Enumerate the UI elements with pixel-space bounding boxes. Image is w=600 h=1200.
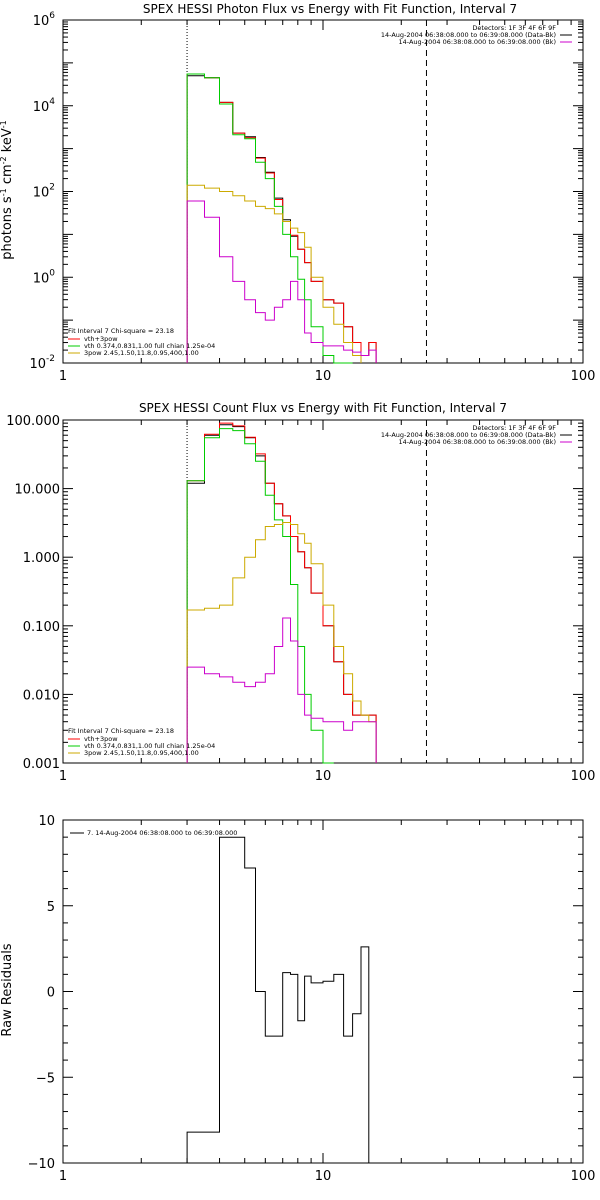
x-tick-label: 100 <box>571 769 596 784</box>
y-tick-label: 100 <box>33 268 56 286</box>
panel3-legend-text: 7. 14-Aug-2004 06:38:08.000 to 06:39:08.… <box>87 829 237 837</box>
x-tick-label: 10 <box>315 769 332 784</box>
y-tick-label: −5 <box>36 1071 55 1086</box>
panel2-legend-left: Fit Interval 7 Chi-square = 23.18 vth+3p… <box>68 727 215 757</box>
x-tick-label: 1 <box>59 769 67 784</box>
x-tick-label: 100 <box>571 369 596 384</box>
x-tick-label: 10 <box>315 369 332 384</box>
panel3-legend: 7. 14-Aug-2004 06:38:08.000 to 06:39:08.… <box>70 829 237 837</box>
series-step-line-0 <box>186 424 377 763</box>
panel2-fit-item-1: vth 0.374,0.831,1.00 full chian 1.25e-04 <box>84 742 215 750</box>
panel3-ylabel: Raw Residuals <box>0 943 15 1036</box>
y-tick-label: 10-2 <box>29 354 55 372</box>
y-tick-label: 10 <box>38 814 55 829</box>
panel1-legend-data: 14-Aug-2004 06:38:08.000 to 06:39:08.000… <box>381 31 556 39</box>
x-tick-label: 10 <box>315 1169 332 1184</box>
y-tick-label: 5 <box>47 900 55 915</box>
count-flux-panel: SPEX HESSI Count Flux vs Energy with Fit… <box>6 401 595 784</box>
y-tick-label: 0.001 <box>23 757 60 772</box>
y-tick-label: 102 <box>33 183 55 201</box>
panel1-title: SPEX HESSI Photon Flux vs Energy with Fi… <box>143 2 517 16</box>
y-tick-label: 0 <box>47 986 55 1001</box>
series-step-line-2 <box>186 428 334 764</box>
panel1-legend-left: Fit Interval 7 Chi-square = 23.18 vth+3p… <box>68 327 215 357</box>
y-tick-label: 10.000 <box>15 483 61 498</box>
y-tick-label: 100.000 <box>6 414 60 429</box>
panel1-fit-item-1: vth 0.374,0.831,1.00 full chian 1.25e-04 <box>84 342 215 350</box>
series-step-line-3 <box>186 184 362 363</box>
series-step-line-1 <box>186 73 377 363</box>
series-step-line-3 <box>186 522 377 763</box>
series-step-line-0 <box>186 75 377 363</box>
y-tick-label: 0.100 <box>23 620 60 635</box>
panel2-fit-item-2: 3pow 2.45,1.50,11.8,0.95,400,1.00 <box>84 749 199 757</box>
panel2-legend-bk: 14-Aug-2004 06:38:08.000 to 06:39:08.000… <box>399 438 556 446</box>
panel2-fit-item-0: vth+3pow <box>84 735 118 743</box>
panel2-detectors: Detectors: 1F 3F 4F 6F 9F <box>472 424 556 432</box>
panel2-legend-data: 14-Aug-2004 06:38:08.000 to 06:39:08.000… <box>381 431 556 439</box>
svg-text:photons s-1 cm-2 keV-1: photons s-1 cm-2 keV-1 <box>0 120 15 259</box>
panel1-fit-item-2: 3pow 2.45,1.50,11.8,0.95,400,1.00 <box>84 349 199 357</box>
panel3-axes: 1 10 100 −10 −5 0 5 10 <box>28 814 596 1184</box>
series-step-line-4 <box>186 617 377 763</box>
panel2-legend-right: Detectors: 1F 3F 4F 6F 9F 14-Aug-2004 06… <box>381 424 572 446</box>
x-tick-label: 1 <box>59 369 67 384</box>
panel1-legend-right: Detectors: 1F 3F 4F 6F 9F 14-Aug-2004 06… <box>381 24 572 46</box>
series-step-line-4 <box>186 200 377 363</box>
panel1-fit-item-0: vth+3pow <box>84 335 118 343</box>
y-tick-label: 0.010 <box>23 688 60 703</box>
panel2-title: SPEX HESSI Count Flux vs Energy with Fit… <box>139 401 507 415</box>
panel2-fit-header: Fit Interval 7 Chi-square = 23.18 <box>68 727 174 735</box>
series-step-line-0 <box>186 836 370 1163</box>
panel2-axes: 1 10 100 0.001 0.010 0.100 1.000 10.000 100.000 <box>6 414 595 784</box>
panel1-ylabel-base: photons s <box>0 196 15 260</box>
panel3-series <box>186 836 370 1163</box>
panel1-ylabel: photons s-1 cm-2 keV-1 <box>0 120 15 259</box>
y-tick-label: −10 <box>28 1157 55 1172</box>
x-tick-label: 100 <box>571 1169 596 1184</box>
y-tick-label: 1.000 <box>23 551 60 566</box>
panel2-series <box>186 420 427 764</box>
series-step-line-2 <box>186 73 353 364</box>
residuals-panel: Raw Residuals 1 10 100 −10 −5 0 5 10 7. 14-Aug-… <box>0 814 595 1184</box>
y-tick-label: 104 <box>33 97 56 115</box>
panel1-axes: 1 10 100 10-2 100 102 104 106 <box>29 11 595 384</box>
panel1-legend-bk: 14-Aug-2004 06:38:08.000 to 06:39:08.000… <box>399 38 556 46</box>
panel1-series <box>186 20 427 364</box>
panel1-fit-header: Fit Interval 7 Chi-square = 23.18 <box>68 327 174 335</box>
panel3-plot-frame <box>62 819 584 1164</box>
x-tick-label: 1 <box>59 1169 67 1184</box>
y-tick-label: 106 <box>33 11 56 29</box>
panel1-plot-frame <box>62 19 584 364</box>
panel1-detectors: Detectors: 1F 3F 4F 6F 9F <box>472 24 556 32</box>
photon-flux-panel: SPEX HESSI Photon Flux vs Energy with Fi… <box>0 2 595 384</box>
series-step-line-1 <box>186 422 377 763</box>
